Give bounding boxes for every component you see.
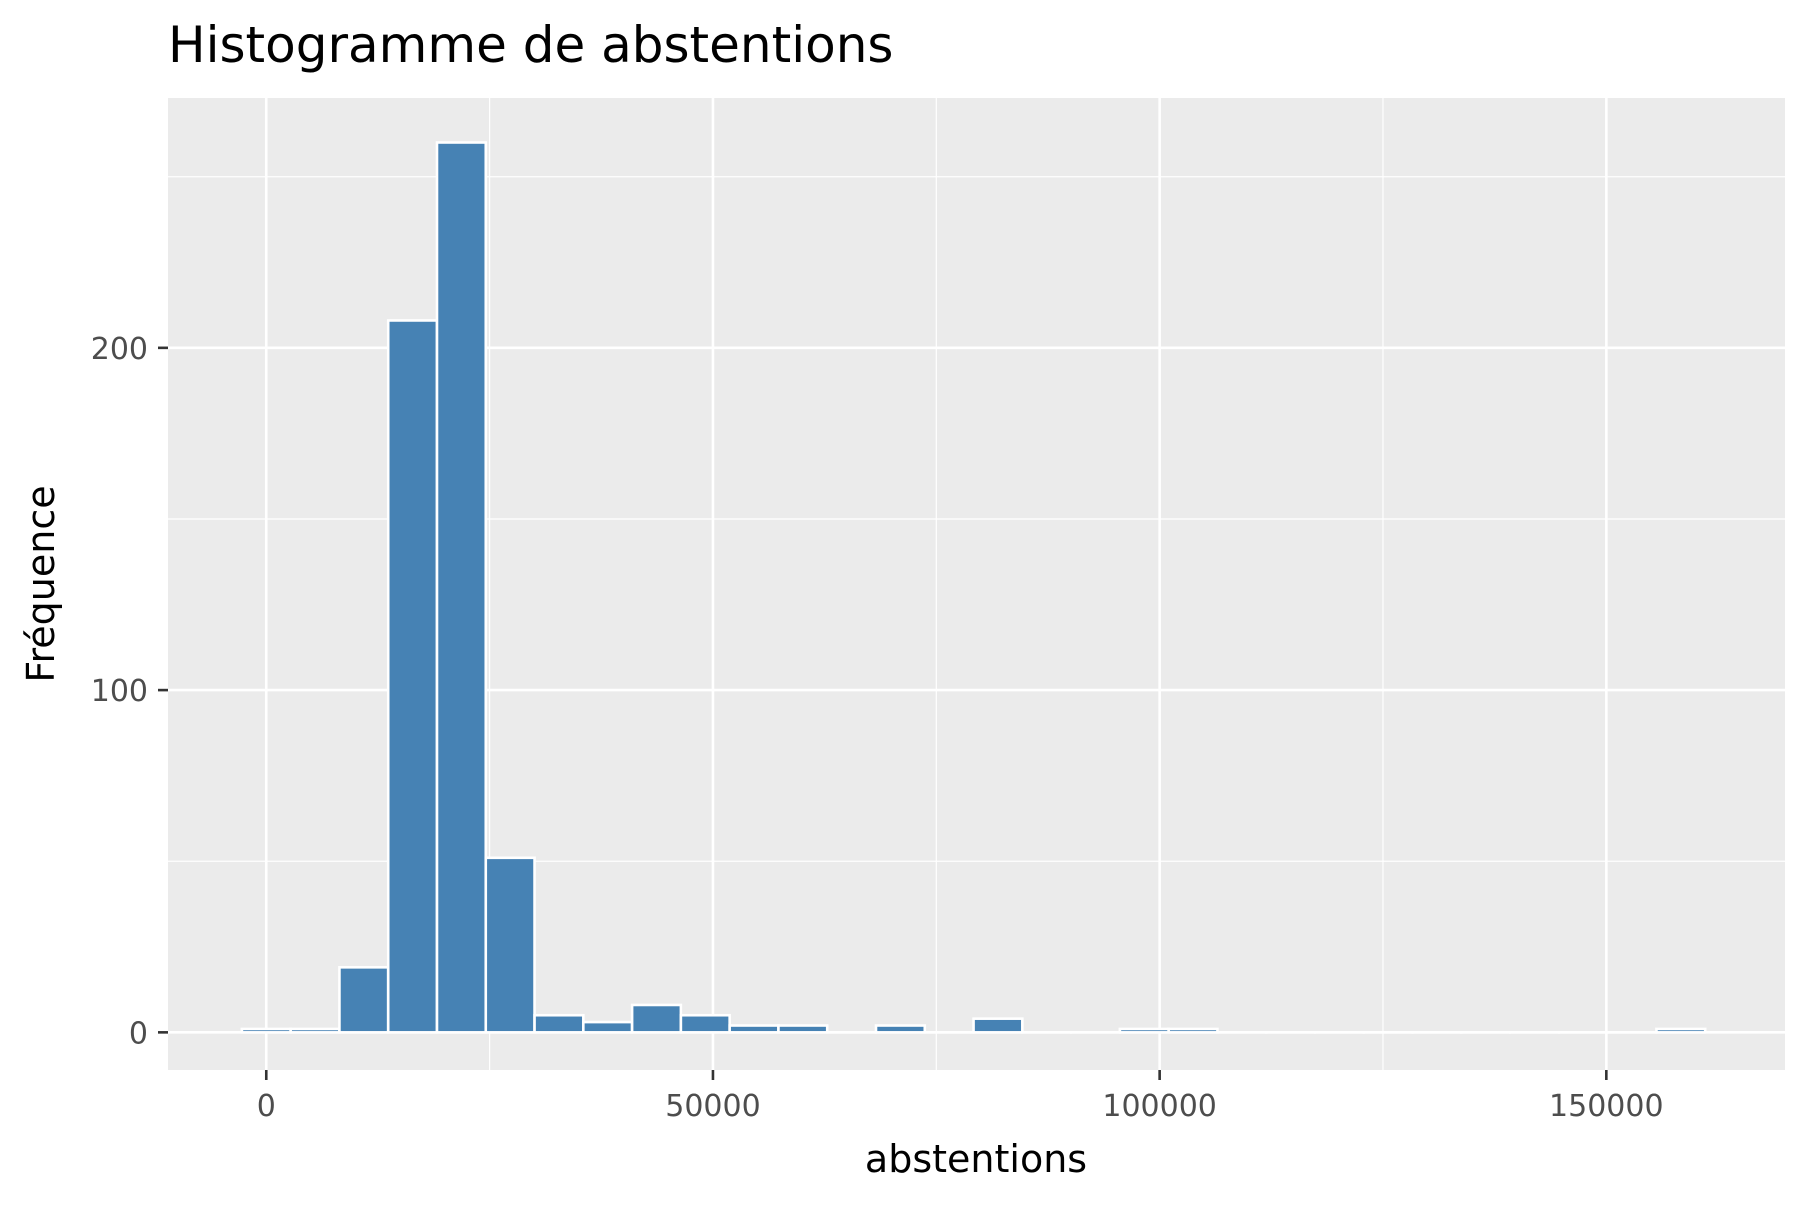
- histogram-bar: [632, 1005, 681, 1032]
- histogram-bar: [1656, 1029, 1705, 1032]
- histogram-bar: [876, 1026, 925, 1033]
- x-tick-label: 100000: [1102, 1089, 1217, 1124]
- x-axis-title: abstentions: [865, 1137, 1087, 1181]
- histogram-bar: [291, 1029, 340, 1032]
- chart-title: Histogramme de abstentions: [168, 16, 893, 74]
- histogram-bar: [974, 1019, 1023, 1033]
- x-tick-label: 0: [257, 1089, 276, 1124]
- histogram-bar: [388, 320, 437, 1032]
- histogram-bar: [437, 142, 486, 1032]
- histogram-bar: [778, 1026, 827, 1033]
- x-axis: 0 50000 100000 150000: [257, 1070, 1664, 1124]
- histogram-bar: [583, 1022, 632, 1032]
- histogram-bar: [1169, 1029, 1218, 1032]
- histogram-bar: [681, 1015, 730, 1032]
- y-axis-title: Fréquence: [19, 485, 63, 682]
- histogram-bar: [535, 1015, 584, 1032]
- x-tick-label: 50000: [665, 1089, 760, 1124]
- y-tick-label: 200: [91, 332, 148, 367]
- histogram-bar: [339, 967, 388, 1032]
- x-tick-label: 150000: [1549, 1089, 1664, 1124]
- y-tick-label: 0: [129, 1016, 148, 1051]
- histogram-bar: [730, 1026, 779, 1033]
- histogram-bar: [1120, 1029, 1169, 1032]
- y-axis: 0 100 200: [91, 332, 168, 1052]
- histogram-bar: [242, 1029, 291, 1032]
- y-tick-label: 100: [91, 674, 148, 709]
- histogram-bar: [486, 858, 535, 1033]
